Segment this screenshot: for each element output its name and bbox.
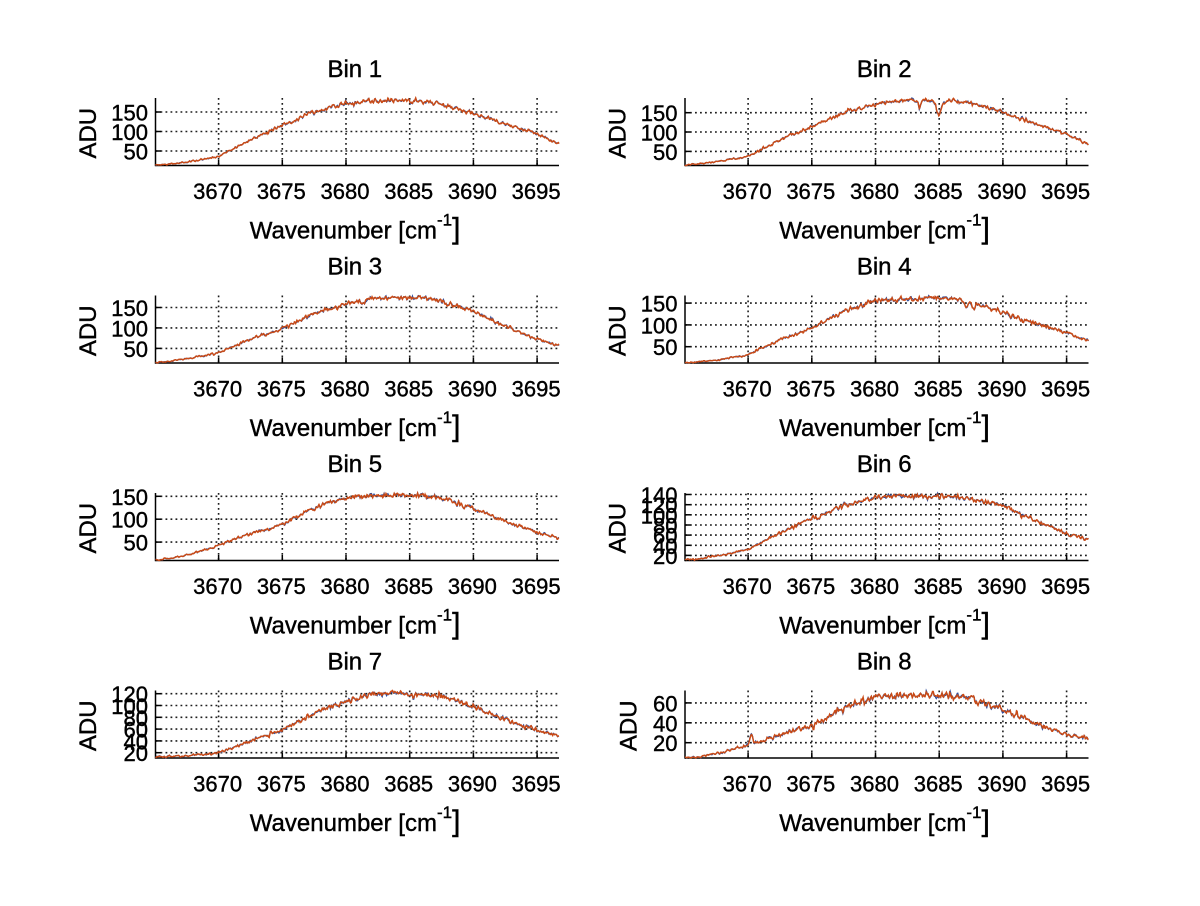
svg-text:150: 150 [111,485,148,510]
svg-text:ADU: ADU [605,108,632,159]
svg-text:3670: 3670 [723,574,772,599]
svg-text:ADU: ADU [75,700,102,751]
svg-text:150: 150 [641,101,678,126]
svg-text:3670: 3670 [723,377,772,402]
svg-text:3675: 3675 [257,179,306,204]
svg-text:100: 100 [641,313,678,338]
svg-text:140: 140 [641,483,678,508]
svg-text:3685: 3685 [914,377,963,402]
svg-text:3685: 3685 [384,772,433,797]
svg-text:50: 50 [124,531,148,556]
svg-text:3690: 3690 [977,574,1026,599]
svg-text:50: 50 [653,335,677,360]
svg-text:150: 150 [111,296,148,321]
svg-text:3675: 3675 [786,377,835,402]
svg-text:3690: 3690 [448,574,497,599]
svg-text:20: 20 [124,741,148,766]
svg-text:20: 20 [653,544,677,569]
svg-text:ADU: ADU [75,305,102,356]
svg-text:Bin 6: Bin 6 [857,451,912,478]
svg-text:3685: 3685 [384,377,433,402]
svg-text:3675: 3675 [786,179,835,204]
svg-text:3690: 3690 [977,377,1026,402]
svg-text:3670: 3670 [193,574,242,599]
svg-text:3675: 3675 [786,772,835,797]
svg-text:100: 100 [111,694,148,719]
svg-text:3685: 3685 [384,179,433,204]
svg-text:Bin 2: Bin 2 [857,56,912,83]
svg-text:Bin 4: Bin 4 [857,254,912,281]
svg-text:20: 20 [653,731,677,756]
svg-text:3680: 3680 [321,574,370,599]
svg-text:3685: 3685 [914,179,963,204]
svg-text:120: 120 [641,493,678,518]
svg-text:3690: 3690 [977,179,1026,204]
svg-text:3680: 3680 [850,574,899,599]
svg-text:3675: 3675 [257,574,306,599]
svg-text:3685: 3685 [914,772,963,797]
svg-text:80: 80 [653,514,677,539]
svg-text:Bin 3: Bin 3 [327,254,382,281]
svg-text:3690: 3690 [448,179,497,204]
svg-text:40: 40 [653,711,677,736]
svg-text:3690: 3690 [448,772,497,797]
svg-text:40: 40 [653,534,677,559]
svg-text:ADU: ADU [605,503,632,554]
svg-text:ADU: ADU [75,503,102,554]
svg-text:3695: 3695 [512,179,561,204]
svg-text:3690: 3690 [977,772,1026,797]
svg-text:Bin 8: Bin 8 [857,649,912,676]
svg-text:3670: 3670 [193,377,242,402]
svg-text:3695: 3695 [1041,377,1090,402]
svg-text:80: 80 [124,706,148,731]
svg-text:3675: 3675 [257,377,306,402]
svg-text:3695: 3695 [1041,772,1090,797]
svg-text:3695: 3695 [1041,179,1090,204]
svg-text:3680: 3680 [850,377,899,402]
svg-text:3670: 3670 [723,179,772,204]
svg-text:Bin 1: Bin 1 [327,56,382,83]
svg-text:3685: 3685 [384,574,433,599]
svg-text:3670: 3670 [193,772,242,797]
svg-text:Bin 5: Bin 5 [327,451,382,478]
svg-text:3670: 3670 [723,772,772,797]
svg-text:3675: 3675 [257,772,306,797]
svg-text:3680: 3680 [850,772,899,797]
svg-text:3695: 3695 [512,772,561,797]
svg-text:50: 50 [653,140,677,165]
svg-text:3680: 3680 [321,772,370,797]
svg-text:ADU: ADU [605,305,632,356]
svg-text:3695: 3695 [512,574,561,599]
svg-text:60: 60 [124,718,148,743]
svg-text:ADU: ADU [75,108,102,159]
svg-text:150: 150 [111,101,148,126]
svg-text:120: 120 [111,682,148,707]
svg-text:3680: 3680 [321,179,370,204]
svg-text:40: 40 [124,729,148,754]
svg-text:100: 100 [111,316,148,341]
svg-text:3695: 3695 [1041,574,1090,599]
svg-text:50: 50 [124,140,148,165]
svg-text:3695: 3695 [512,377,561,402]
svg-text:3680: 3680 [321,377,370,402]
svg-text:3685: 3685 [914,574,963,599]
svg-text:3675: 3675 [786,574,835,599]
svg-text:60: 60 [653,524,677,549]
svg-text:3670: 3670 [193,179,242,204]
svg-text:Bin 7: Bin 7 [327,649,382,676]
svg-text:60: 60 [653,691,677,716]
svg-text:50: 50 [124,337,148,362]
svg-text:150: 150 [641,292,678,317]
svg-text:ADU: ADU [616,700,643,751]
svg-text:3690: 3690 [448,377,497,402]
svg-text:100: 100 [111,120,148,145]
svg-text:3680: 3680 [850,179,899,204]
svg-text:100: 100 [641,503,678,528]
svg-text:100: 100 [641,121,678,146]
svg-text:100: 100 [111,508,148,533]
